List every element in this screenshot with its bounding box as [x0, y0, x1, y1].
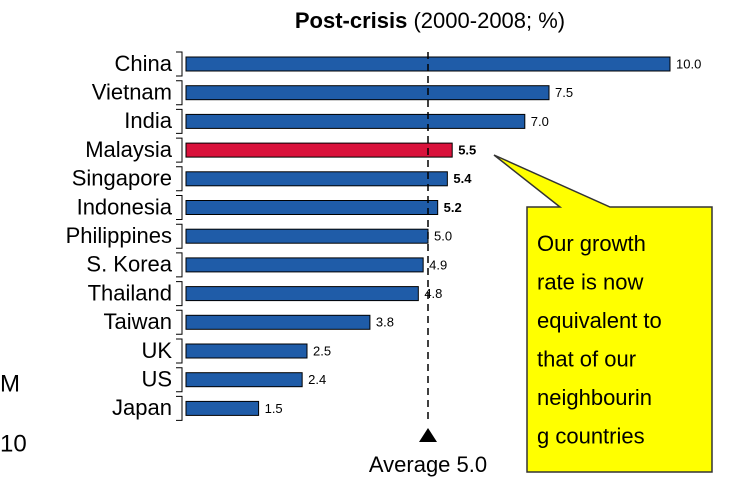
value-label: 3.8 — [376, 315, 394, 330]
fragment: 10 — [0, 430, 27, 457]
bracket — [176, 338, 183, 364]
bar — [185, 200, 439, 215]
bracket — [176, 281, 183, 307]
callout-text: g countries — [537, 423, 645, 448]
bracket — [176, 252, 183, 278]
bracket — [176, 137, 183, 163]
bar — [185, 372, 303, 388]
value-label: 1.5 — [265, 401, 283, 416]
category-label: Malaysia — [85, 137, 173, 162]
value-label: 2.5 — [313, 343, 331, 358]
bar — [185, 113, 526, 129]
value-label: 2.4 — [308, 372, 326, 387]
callout-text: equivalent to — [537, 308, 662, 333]
chart-title: Post-crisis (2000-2008; %) — [295, 8, 565, 33]
value-label: 4.9 — [429, 257, 447, 272]
callout-text: neighbourin — [537, 385, 652, 410]
bracket — [176, 309, 183, 335]
category-label: Taiwan — [104, 309, 172, 334]
bar — [185, 142, 453, 158]
bar — [185, 85, 550, 101]
average-label: Average 5.0 — [369, 452, 487, 477]
category-label: Philippines — [66, 223, 172, 248]
category-label: Singapore — [72, 166, 172, 191]
bracket — [176, 80, 183, 106]
value-label: 5.2 — [444, 200, 462, 215]
value-label: 7.5 — [555, 85, 573, 100]
category-label: India — [124, 108, 172, 133]
bracket — [176, 223, 183, 249]
bracket — [176, 395, 183, 421]
value-label: 7.0 — [531, 114, 549, 129]
bracket — [176, 166, 183, 192]
fragment: M — [0, 370, 20, 397]
callout-box — [493, 154, 713, 473]
callout-text: rate is now — [537, 269, 643, 294]
category-label: Thailand — [88, 280, 172, 305]
bar — [185, 257, 424, 273]
value-label: 5.0 — [434, 229, 452, 244]
bar — [185, 171, 448, 187]
value-label: 5.5 — [458, 143, 476, 158]
category-label: Indonesia — [77, 194, 173, 219]
bracket — [176, 195, 183, 220]
category-label: Japan — [112, 395, 172, 420]
bar — [185, 228, 429, 244]
average-marker — [419, 428, 437, 442]
bar — [185, 286, 419, 302]
subtitle: (2000-2008; %) — [413, 8, 565, 33]
bracket — [176, 51, 183, 77]
bar — [185, 343, 308, 359]
bar — [185, 400, 260, 416]
category-label: UK — [141, 338, 172, 363]
category-label: Vietnam — [92, 80, 172, 105]
category-label: S. Korea — [86, 252, 172, 277]
bar — [185, 314, 371, 330]
callout-text: Our growth — [537, 231, 646, 256]
value-label: 10.0 — [676, 56, 701, 71]
callout-text: that of our — [537, 346, 636, 371]
title: Post-crisis — [295, 8, 408, 33]
category-label: US — [141, 367, 172, 392]
bracket — [176, 108, 183, 134]
value-label: 5.4 — [453, 171, 472, 186]
category-label: China — [115, 51, 173, 76]
bracket — [176, 367, 183, 393]
value-label: 4.8 — [424, 286, 442, 301]
